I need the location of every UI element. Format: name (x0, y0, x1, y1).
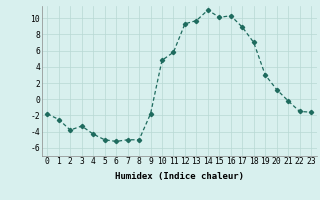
X-axis label: Humidex (Indice chaleur): Humidex (Indice chaleur) (115, 172, 244, 181)
